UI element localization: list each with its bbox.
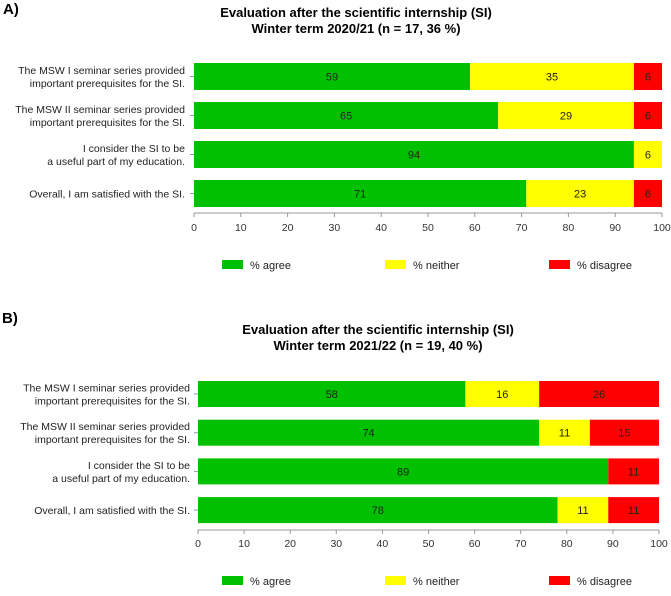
- chart2-data-label: 89: [397, 466, 409, 478]
- chart2-x-tick-label: 80: [561, 538, 573, 550]
- chart1-data-label: 94: [408, 150, 420, 162]
- chart2-bar-segment: [589, 419, 659, 446]
- chart1-x-tick-label: 0: [191, 222, 197, 234]
- chart2-bar-segment: [557, 497, 609, 524]
- chart2-bar-segment: [198, 419, 540, 446]
- chart2-category-label: The MSW I seminar series provided: [23, 383, 190, 395]
- chart1-x-tick-label: 10: [235, 222, 247, 234]
- chart2-bar-segment: [539, 381, 659, 407]
- chart2-x-tick-label: 90: [607, 538, 619, 550]
- chart1-x-tick-label: 80: [563, 222, 575, 234]
- chart2-legend-swatch: [385, 576, 406, 585]
- chart1-bar-segment: [526, 180, 634, 207]
- chart1-x-tick-label: 50: [422, 222, 434, 234]
- chart1-data-label: 6: [645, 111, 651, 123]
- chart2-bar-segment: [198, 458, 609, 485]
- chart1-bar-segment: [633, 63, 662, 90]
- chart2-x-tick-label: 70: [515, 538, 527, 550]
- chart2-data-label: 16: [496, 389, 508, 401]
- chart1-legend-label: % agree: [250, 260, 291, 272]
- chart1-data-label: 23: [574, 189, 586, 201]
- chart2-category-label: a useful part of my education.: [52, 473, 190, 485]
- chart1-legend-label: % disagree: [577, 260, 632, 272]
- chart2-bar-segment: [539, 419, 590, 446]
- chart2-data-label: 26: [593, 389, 605, 401]
- chart1-category-label: Overall, I am satisfied with the SI.: [29, 189, 185, 201]
- chart2-subtitle: Winter term 2021/22 (n = 19, 40 %): [273, 338, 482, 353]
- chart2-panel-label: B): [2, 310, 18, 327]
- chart1-bar-segment: [470, 63, 634, 90]
- chart2-bar-segment: [608, 497, 659, 524]
- chart2-category-label: The MSW II seminar series provided: [20, 421, 190, 433]
- chart1-x-tick-label: 70: [516, 222, 528, 234]
- chart1-legend-swatch: [549, 260, 570, 269]
- chart2-x-tick-label: 60: [469, 538, 481, 550]
- chart2-legend-label: % disagree: [577, 576, 632, 588]
- chart1-bar-segment: [633, 141, 662, 168]
- chart2-x-tick-label: 40: [377, 538, 389, 550]
- chart1-x-tick-label: 30: [329, 222, 341, 234]
- chart2-category-label: important prerequisites for the SI.: [35, 396, 190, 408]
- chart1-legend-label: % neither: [413, 260, 460, 272]
- chart1-category-label: important prerequisites for the SI.: [30, 78, 185, 90]
- chart2-data-label: 74: [362, 428, 374, 440]
- chart1-data-label: 29: [560, 111, 572, 123]
- chart1-category-label: a useful part of my education.: [47, 156, 185, 168]
- chart2-category-label: Overall, I am satisfied with the SI.: [34, 505, 190, 517]
- chart2-x-tick-label: 100: [650, 538, 668, 550]
- chart2-legend-label: % agree: [250, 576, 291, 588]
- chart2-data-label: 11: [628, 466, 639, 478]
- chart1-data-label: 6: [645, 72, 651, 84]
- chart2-bar-segment: [608, 458, 659, 485]
- chart2-legend-swatch: [549, 576, 570, 585]
- chart2-data-label: 78: [372, 505, 384, 517]
- chart2-title: Evaluation after the scientific internsh…: [242, 322, 514, 337]
- chart1-bar-segment: [633, 102, 662, 129]
- chart2-category-label: important prerequisites for the SI.: [35, 434, 190, 446]
- chart1-legend-swatch: [385, 260, 406, 269]
- chart2-legend-swatch: [222, 576, 243, 585]
- chart1-data-label: 35: [546, 72, 558, 84]
- chart2-bar-segment: [198, 381, 466, 407]
- chart1-data-label: 65: [340, 111, 352, 123]
- chart1-category-label: The MSW I seminar series provided: [18, 65, 185, 77]
- chart1-data-label: 71: [354, 189, 366, 201]
- chart1-bar-segment: [633, 180, 662, 207]
- chart2-data-label: 11: [628, 505, 639, 517]
- chart1-data-label: 6: [645, 150, 651, 162]
- chart2-x-tick-label: 20: [284, 538, 296, 550]
- chart1-bar-segment: [194, 141, 634, 168]
- chart2-data-label: 58: [326, 389, 338, 401]
- chart1-subtitle: Winter term 2020/21 (n = 17, 36 %): [251, 21, 460, 36]
- chart1-title: Evaluation after the scientific internsh…: [220, 5, 492, 20]
- chart1-bar-segment: [194, 102, 499, 129]
- chart1-category-label: I consider the SI to be: [83, 143, 185, 155]
- chart1-x-tick-label: 90: [609, 222, 621, 234]
- chart2-data-label: 11: [577, 505, 588, 517]
- chart2-data-label: 11: [559, 428, 570, 440]
- chart1-x-tick-label: 100: [653, 222, 671, 234]
- chart2-bar-segment: [465, 381, 540, 407]
- chart2-x-tick-label: 30: [330, 538, 342, 550]
- chart1-x-tick-label: 60: [469, 222, 481, 234]
- chart2-bar-segment: [198, 497, 558, 524]
- chart2-x-tick-label: 50: [423, 538, 435, 550]
- chart2-x-tick-label: 10: [238, 538, 250, 550]
- chart1-category-label: important prerequisites for the SI.: [30, 117, 185, 129]
- chart1-bar-segment: [194, 180, 527, 207]
- chart1-legend-swatch: [222, 260, 243, 269]
- chart1-bar-segment: [194, 63, 471, 90]
- chart2-legend-label: % neither: [413, 576, 460, 588]
- chart1-category-label: The MSW II seminar series provided: [15, 104, 185, 116]
- chart1-x-tick-label: 40: [375, 222, 387, 234]
- chart1-bar-segment: [498, 102, 634, 129]
- chart1-data-label: 59: [326, 72, 338, 84]
- chart2-data-label: 15: [618, 428, 630, 440]
- chart1-panel-label: A): [3, 1, 19, 18]
- chart1-x-tick-label: 20: [282, 222, 294, 234]
- chart2-x-tick-label: 0: [195, 538, 201, 550]
- chart2-category-label: I consider the SI to be: [88, 460, 190, 472]
- chart1-data-label: 6: [645, 189, 651, 201]
